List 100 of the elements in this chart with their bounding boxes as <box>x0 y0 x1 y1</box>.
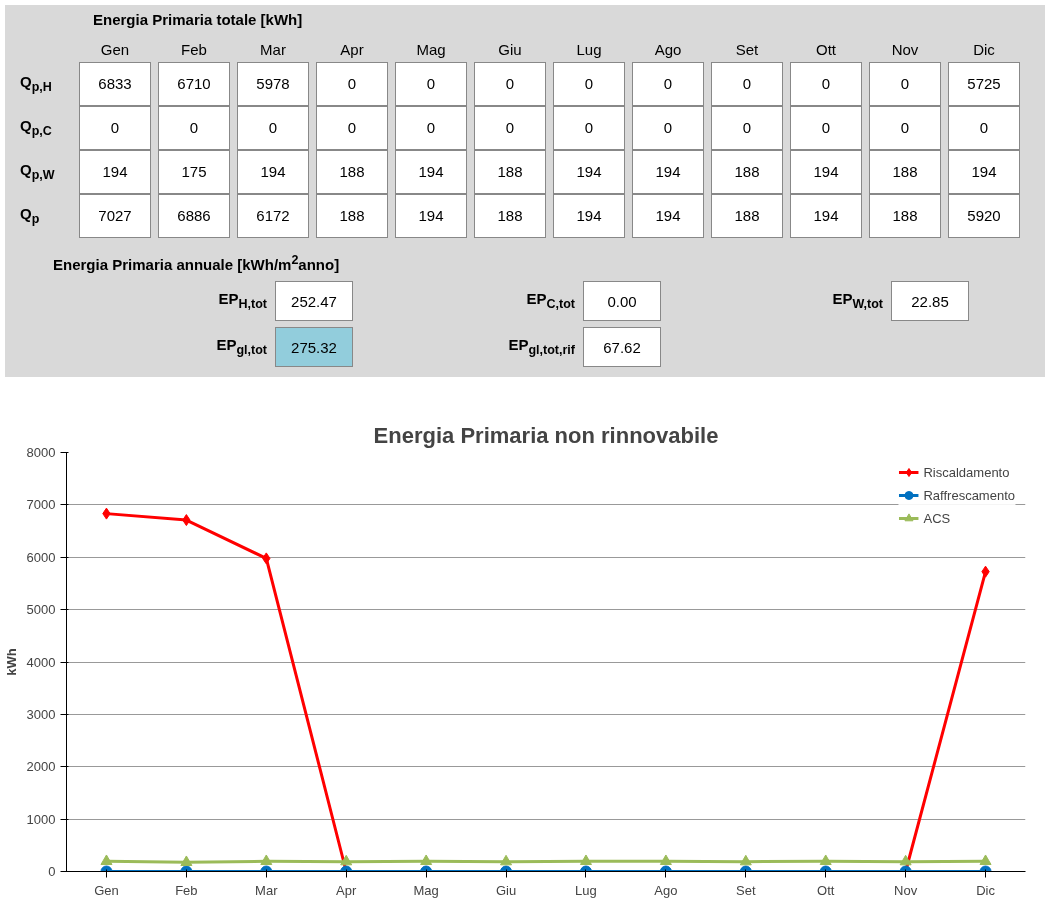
point <box>340 854 353 866</box>
point <box>579 854 592 866</box>
y-tick-label: 4000 <box>26 654 56 670</box>
data-label: 0 <box>553 105 625 150</box>
text: 188 <box>497 207 523 225</box>
text: 194 <box>418 207 444 225</box>
text: 188 <box>892 207 918 225</box>
text: EP$_{H,tot}$ <box>217 289 268 314</box>
point <box>420 854 433 866</box>
data-label: 0 <box>395 61 467 106</box>
text: 67.62 <box>583 327 661 368</box>
category-label: Apr <box>340 41 364 59</box>
data-label: 0 <box>632 105 704 150</box>
text: EP$_{gl,tot}$ <box>215 335 268 360</box>
text: 188 <box>339 207 365 225</box>
y-tick-label: 3000 <box>26 706 56 722</box>
category-label: Dic <box>973 41 995 59</box>
text: 252.47 <box>275 281 353 322</box>
category-label: Ago <box>654 41 682 59</box>
text: 22.85 <box>891 281 969 322</box>
x-tick-label: Giu <box>495 882 517 898</box>
x-tick-label: Ott <box>817 882 835 898</box>
data-label: 0 <box>553 61 625 106</box>
x-tick-label: Set <box>736 882 756 898</box>
text: 6172 <box>256 207 290 225</box>
text: Q$_{p}$ <box>19 203 41 228</box>
data-label: 0 <box>79 105 151 150</box>
x-tick-label: Apr <box>336 882 357 898</box>
point <box>819 854 832 866</box>
text: 194 <box>576 207 602 225</box>
x-tick-label: Feb <box>175 882 198 898</box>
point <box>100 854 113 866</box>
data-label: 0 <box>474 105 546 150</box>
y-tick-label: 5000 <box>26 602 56 618</box>
data-label: 6710 <box>158 61 230 106</box>
data-label: 194 <box>553 149 625 194</box>
data-label: 6833 <box>79 61 151 106</box>
category-label: Feb <box>181 41 207 59</box>
point <box>260 854 273 866</box>
x-tick-label: Nov <box>894 882 918 898</box>
text: 0.00 <box>583 281 661 322</box>
data-label: 0 <box>474 61 546 106</box>
legend-label: ACS <box>923 510 951 526</box>
data-label: 0 <box>869 105 941 150</box>
data-label: 0 <box>711 105 783 150</box>
x-tick-label: Lug <box>575 882 597 898</box>
y-tick-label: 7000 <box>26 497 56 513</box>
point <box>180 855 193 867</box>
data-label: 188 <box>869 149 941 194</box>
category-label: Lug <box>576 41 602 59</box>
point <box>899 854 912 866</box>
data-label: 5725 <box>948 61 1020 106</box>
category-label: Mag <box>416 41 446 59</box>
data-label: 0 <box>790 105 862 150</box>
text: 194 <box>813 207 839 225</box>
point <box>979 854 992 866</box>
category-label: Ott <box>815 41 836 59</box>
text: 194 <box>655 207 681 225</box>
point <box>659 854 672 866</box>
y-tick-label: 2000 <box>26 759 56 775</box>
y-tick-label: 1000 <box>26 811 56 827</box>
data-label: 175 <box>158 149 230 194</box>
data-label: 0 <box>237 105 309 150</box>
y-tick-label: 8000 <box>26 445 56 460</box>
data-label: 194 <box>948 149 1020 194</box>
data-label: 0 <box>158 105 230 150</box>
data-label: 0 <box>316 61 388 106</box>
legend-label: Riscaldamento <box>923 464 1010 480</box>
text: EP$_{C,tot}$ <box>525 289 576 314</box>
data-label: 0 <box>948 105 1020 150</box>
data-label: 0 <box>395 105 467 150</box>
text: Q$_{p,H}$ <box>19 71 53 96</box>
x-tick-label: Mar <box>255 882 279 898</box>
chart-title: Energia Primaria non rinnovabile <box>373 422 719 448</box>
data-label: 194 <box>632 149 704 194</box>
category-label: Gen <box>100 41 130 59</box>
point <box>500 854 513 866</box>
y-axis-title: kWh <box>3 648 19 676</box>
data-label: 0 <box>711 61 783 106</box>
data-label: 5978 <box>237 61 309 106</box>
y-tick-label: 6000 <box>26 549 56 565</box>
x-tick-label: Dic <box>976 882 996 898</box>
text: 6886 <box>177 207 211 225</box>
point <box>739 854 752 866</box>
x-tick-label: Ago <box>654 882 678 898</box>
data-label: 194 <box>79 149 151 194</box>
category-label: Nov <box>891 41 919 59</box>
data-label: 0 <box>316 105 388 150</box>
text: Q$_{p,W}$ <box>19 159 56 184</box>
data-label: 0 <box>790 61 862 106</box>
legend-label: Raffrescamento <box>923 487 1015 503</box>
data-label: 194 <box>395 149 467 194</box>
text: EP$_{gl,tot,rif}$ <box>507 335 576 360</box>
text: 7027 <box>98 207 132 225</box>
data-label: 194 <box>790 149 862 194</box>
text: Q$_{p,C}$ <box>19 115 53 140</box>
data-label: 0 <box>869 61 941 106</box>
category-label: Giu <box>498 41 522 59</box>
text: 5920 <box>967 207 1001 225</box>
text: 275.32 <box>275 327 353 368</box>
